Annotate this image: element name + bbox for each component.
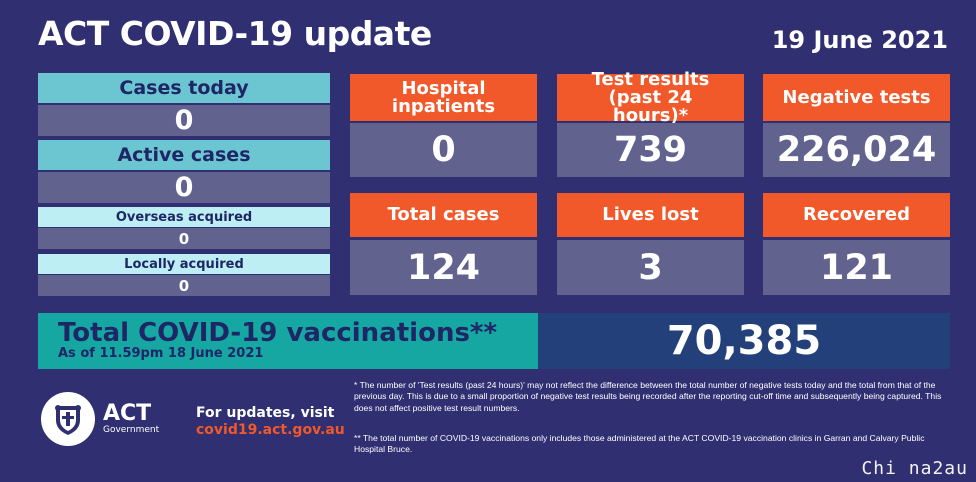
negative-tests-value: 226,024 [763,123,950,177]
hospital-inpatients-label: Hospital inpatients [350,74,537,121]
cases-today-value: 0 [38,105,330,136]
updates-text: For updates, visit [196,405,335,421]
report-date: 19 June 2021 [771,26,948,54]
test-results-label: Test results (past 24 hours)* [557,70,744,124]
vaccinations-subtitle: As of 11.59pm 18 June 2021 [58,346,264,361]
overseas-acquired-value: 0 [38,228,330,249]
vaccinations-value: 70,385 [538,313,950,369]
total-cases-value: 124 [350,240,537,295]
hospital-inpatients-value: 0 [350,123,537,177]
logo-text: ACT [103,401,152,426]
locally-acquired-value: 0 [38,275,330,296]
logo-subtext: Government [103,425,160,435]
total-cases-label: Total cases [350,193,537,237]
coat-of-arms-icon [55,405,81,435]
overseas-acquired-label: Overseas acquired [38,207,330,227]
vaccinations-title: Total COVID-19 vaccinations** [58,318,498,348]
recovered-label: Recovered [763,193,950,237]
active-cases-value: 0 [38,172,330,203]
updates-link[interactable]: covid19.act.gov.au [196,422,345,438]
test-results-value: 739 [557,123,744,177]
recovered-value: 121 [763,240,950,295]
vaccinations-panel: Total COVID-19 vaccinations** As of 11.5… [38,313,538,369]
active-cases-label: Active cases [38,140,330,170]
lives-lost-label: Lives lost [557,193,744,237]
locally-acquired-label: Locally acquired [38,254,330,274]
footnote-test-results: * The number of 'Test results (past 24 h… [354,380,942,413]
page-title: ACT COVID-19 update [38,14,432,53]
lives-lost-value: 3 [557,240,744,295]
watermark: Chi na2au [861,458,968,479]
footnote-vaccinations: ** The total number of COVID-19 vaccinat… [354,433,925,455]
negative-tests-label: Negative tests [763,74,950,121]
cases-today-label: Cases today [38,73,330,103]
